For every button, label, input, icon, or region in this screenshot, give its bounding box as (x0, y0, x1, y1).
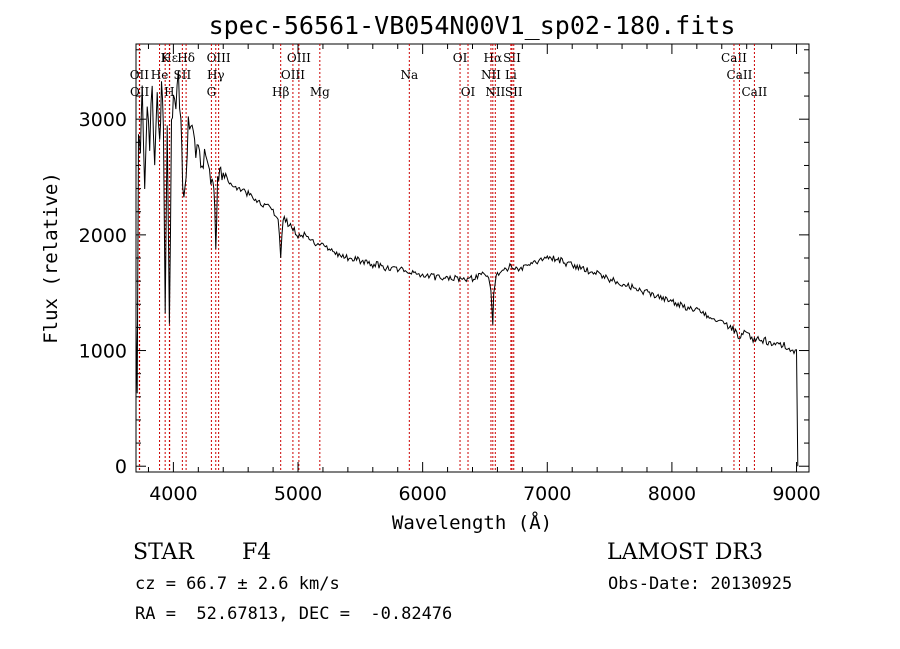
line-marker-label: OII (130, 85, 150, 99)
y-axis-label: Flux (relative) (40, 172, 62, 344)
line-marker-label: Li (505, 68, 517, 82)
redshift-readout: cz = 66.7 ± 2.6 km/s (135, 574, 340, 594)
chart-title: spec-56561-VB054N00V1_sp02-180.fits (209, 11, 736, 40)
line-marker-label: NII (485, 85, 505, 99)
axis-ticks: 4000 5000 6000 7000 8000 9000 0 1000 2000 3000 (79, 44, 821, 505)
object-subclass: F4 (242, 540, 272, 565)
line-marker-label: G (207, 85, 217, 99)
y-tick-label: 3000 (79, 109, 127, 131)
line-marker-label: OII (130, 68, 150, 82)
line-marker-label: OI (453, 51, 468, 65)
line-marker-label: Hδ (177, 51, 195, 65)
coordinates: RA = 52.67813, DEC = -0.82476 (135, 604, 453, 624)
obs-date: Obs-Date: 20130925 (608, 574, 793, 594)
y-tick-label: 0 (115, 456, 127, 478)
line-marker-label: CaII (721, 51, 747, 65)
x-tick-label: 9000 (772, 483, 820, 505)
line-marker-label: NII (481, 68, 501, 82)
line-marker-label: OIII (207, 51, 231, 65)
line-marker-label: H (164, 85, 174, 99)
plot-frame (135, 43, 810, 473)
x-tick-label: 5000 (274, 483, 322, 505)
object-type: STAR (133, 540, 194, 565)
spectrum-series-line (135, 70, 799, 467)
survey-name: LAMOST DR3 (607, 540, 763, 565)
line-marker-label: OI (461, 85, 476, 99)
line-marker-label: K (161, 51, 171, 65)
line-marker-label: OIII (287, 51, 311, 65)
line-marker-label: SII (505, 85, 523, 99)
y-tick-label: 1000 (79, 341, 127, 363)
line-marker-label: Hβ (272, 85, 289, 99)
x-tick-label: 6000 (398, 483, 446, 505)
line-marker-label: Hγ (207, 68, 225, 82)
x-axis-label: Wavelength (Å) (392, 511, 552, 534)
line-marker-label: CaII (741, 85, 767, 99)
line-marker-label: Na (400, 68, 418, 82)
x-tick-label: 4000 (149, 483, 197, 505)
x-tick-label: 7000 (523, 483, 571, 505)
line-marker-label: CaII (727, 68, 753, 82)
line-marker-label: Mg (310, 85, 330, 99)
line-marker-label: Hα (484, 51, 503, 65)
line-marker-label: He (151, 68, 169, 82)
line-marker-label: SII (503, 51, 521, 65)
x-tick-label: 8000 (648, 483, 696, 505)
line-marker-label: OIII (281, 68, 305, 82)
y-tick-label: 2000 (79, 225, 127, 247)
line-marker-label: SII (174, 68, 192, 82)
